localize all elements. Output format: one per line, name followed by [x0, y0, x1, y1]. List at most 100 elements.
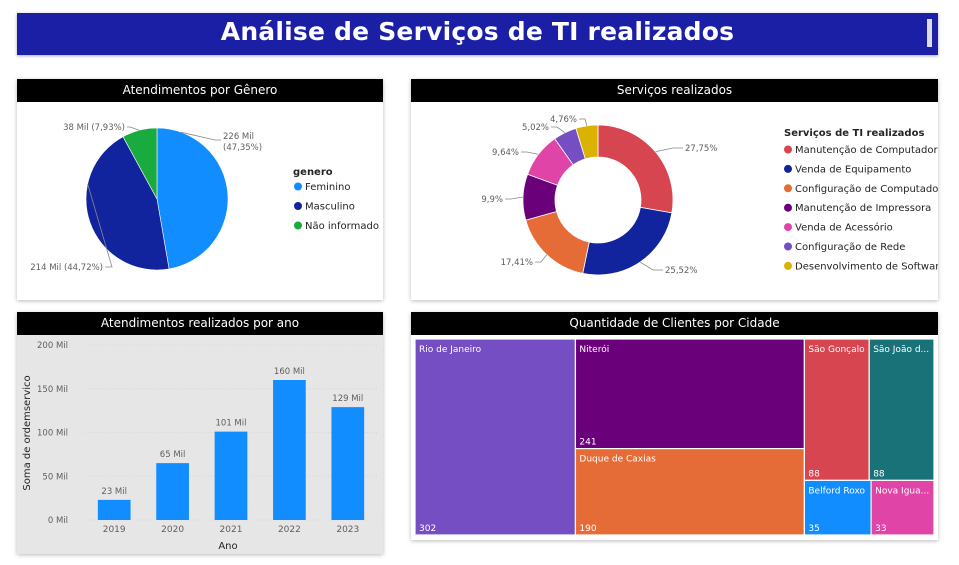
report-title-banner: Análise de Serviços de TI realizados — [17, 13, 938, 55]
bar-2020 — [156, 463, 189, 520]
treemap-tile-belford-roxo — [803, 479, 872, 536]
legend-marker-manutencao-de-computador — [784, 145, 792, 154]
legend-label-manutencao-de-impressora: Manutenção de Impressora — [795, 203, 931, 214]
yearly-bar-title: Atendimentos realizados por ano — [17, 312, 383, 335]
bar-label-2019: 23 Mil — [101, 487, 127, 497]
y-tick-label: 200 Mil — [37, 341, 68, 351]
leader-line-configuracao-de-computador — [535, 254, 548, 263]
donut-label-manutencao-de-computador: 27,75% — [685, 144, 717, 154]
yearly-bar-chart: 0 Mil 50 Mil 100 Mil 150 Mil 200 Mil 23 Mil 20… — [22, 341, 377, 552]
legend-title: Serviços de TI realizados — [784, 128, 924, 139]
legend-title: genero — [293, 167, 333, 178]
y-tick-label: 50 Mil — [42, 472, 68, 482]
treemap-name-nova-igua: Nova Igua... — [875, 486, 929, 496]
treemap-name-sao-goncalo: São Gonçalo — [808, 345, 865, 355]
legend-marker-masculino — [294, 202, 302, 210]
bar-2023 — [331, 407, 365, 520]
legend-label-manutencao-de-computador: Manutenção de Computador — [795, 145, 938, 156]
x-tick-label-2021: 2021 — [220, 525, 243, 535]
legend-marker-venda-de-equipamento — [784, 164, 792, 173]
leader-line-configuracao-de-rede — [551, 126, 566, 134]
x-tick-label-2022: 2022 — [278, 525, 301, 535]
leader-line-venda-de-acessorio — [521, 151, 539, 155]
donut-slice-manutencao-de-computador — [597, 124, 674, 214]
services-donut-title: Serviços realizados — [411, 79, 938, 102]
legend-marker-configuracao-de-computador — [784, 184, 792, 193]
x-axis-title: Ano — [218, 541, 237, 552]
legend-marker-desenvolvimento-de-software — [784, 261, 792, 270]
legend-label-configuracao-de-computador: Configuração de Computador — [795, 184, 938, 195]
treemap-tile-sao-goncalo — [803, 338, 870, 481]
y-axis-title: Soma de ordemservico — [22, 375, 33, 490]
bar-label-2021: 101 Mil — [216, 419, 247, 429]
legend-label-venda-de-equipamento: Venda de Equipamento — [795, 164, 911, 175]
treemap-name-belford-roxo: Belford Roxo — [808, 486, 865, 496]
pie-slice-feminino — [156, 127, 229, 270]
donut-label-venda-de-equipamento: 25,52% — [665, 266, 697, 276]
y-tick-label: 0 Mil — [48, 516, 68, 526]
services-donut-chart: 27,75% 25,52% 17,41% 9,9% 9,64% 5,02%4,76% Ser… — [481, 115, 938, 276]
x-tick-label-2020: 2020 — [161, 525, 184, 535]
bar-2019 — [97, 499, 131, 520]
leader-line-masculino — [87, 183, 113, 268]
bar-2022 — [273, 380, 306, 520]
legend-label-venda-de-acessorio: Venda de Acessório — [795, 222, 893, 234]
treemap-value-belford-roxo: 35 — [808, 524, 819, 534]
treemap-name-sao-joao-d: São João d... — [873, 345, 929, 355]
gender-pie-card: Atendimentos por Gênero 226 Mil (47,35%) 2… — [17, 79, 383, 300]
y-tick-label: 150 Mil — [37, 385, 68, 395]
treemap-value-sao-goncalo: 88 — [808, 469, 820, 479]
treemap-tile-rio-de-janeiro — [414, 338, 577, 536]
treemap-value-duque-de-caxias: 190 — [579, 524, 596, 534]
yearly-bar-card: Atendimentos realizados por ano 0 Mil 50 … — [17, 312, 383, 554]
treemap-tile-niteroi — [574, 338, 805, 450]
pie-slice-nao-informado — [122, 127, 158, 200]
leader-line-feminino — [181, 131, 221, 141]
treemap-name-niteroi: Niterói — [579, 344, 609, 355]
legend-marker-venda-de-acessorio — [784, 223, 792, 232]
bar-label-2023: 129 Mil — [332, 394, 363, 404]
donut-label-venda-de-acessorio: 9,64% — [492, 148, 519, 158]
donut-slice-configuracao-de-computador — [525, 211, 590, 274]
donut-label-desenvolvimento-de-software: 4,76% — [550, 115, 577, 125]
treemap-tile-duque-de-caxias — [574, 447, 805, 536]
gender-pie-chart: 226 Mil(47,35%) 214 Mil (44,72%) 38 Mil (7… — [30, 123, 379, 273]
slice-label-feminino-pct: (47,35%) — [223, 143, 262, 153]
donut-label-configuracao-de-rede: 5,02% — [522, 123, 549, 133]
bar-2021 — [214, 431, 248, 520]
legend-label-configuracao-de-rede: Configuração de Rede — [795, 242, 905, 253]
leader-line-nao-informado — [127, 126, 140, 131]
gender-pie-title: Atendimentos por Gênero — [17, 79, 383, 102]
y-tick-label: 100 Mil — [37, 429, 68, 439]
pie-slice-masculino — [85, 136, 170, 271]
legend-marker-manutencao-de-impressora — [784, 203, 792, 212]
legend-label-nao-informado: Não informado — [305, 221, 379, 232]
legend-label-masculino: Masculino — [305, 202, 355, 213]
leader-line-manutencao-de-computador — [655, 147, 683, 153]
treemap-value-niteroi: 241 — [579, 438, 596, 448]
legend-marker-nao-informado — [294, 221, 302, 230]
bar-label-2022: 160 Mil — [274, 367, 305, 377]
treemap-tile-nova-igua — [870, 479, 935, 536]
x-tick-label-2023: 2023 — [336, 525, 359, 535]
city-treemap-chart: Rio de Janeiro 302 Niterói 241 Duque de Caxi… — [414, 338, 935, 536]
scroll-indicator — [927, 19, 932, 47]
treemap-value-sao-joao-d: 88 — [873, 469, 885, 479]
city-treemap-title: Quantidade de Clientes por Cidade — [411, 312, 938, 335]
slice-label-feminino: 226 Mil — [223, 132, 254, 142]
legend-label-feminino: Feminino — [305, 182, 350, 193]
treemap-tile-sao-joao-d — [868, 338, 935, 481]
x-tick-label-2019: 2019 — [103, 525, 126, 535]
legend-marker-feminino — [294, 182, 302, 191]
slice-label-masculino: 214 Mil (44,72%) — [30, 263, 103, 273]
legend-label-desenvolvimento-de-software: Desenvolvimento de Software — [795, 261, 938, 272]
treemap-name-rio-de-janeiro: Rio de Janeiro — [419, 345, 482, 355]
city-treemap-card: Quantidade de Clientes por Cidade Rio de… — [411, 312, 938, 540]
donut-label-manutencao-de-impressora: 9,9% — [481, 195, 503, 205]
treemap-value-nova-igua: 33 — [875, 524, 886, 534]
leader-line-manutencao-de-impressora — [505, 196, 524, 200]
report-title: Análise de Serviços de TI realizados — [220, 17, 735, 46]
donut-slice-venda-de-equipamento — [582, 206, 673, 276]
bar-label-2020: 65 Mil — [160, 450, 186, 460]
leader-line-desenvolvimento-de-software — [579, 118, 588, 126]
